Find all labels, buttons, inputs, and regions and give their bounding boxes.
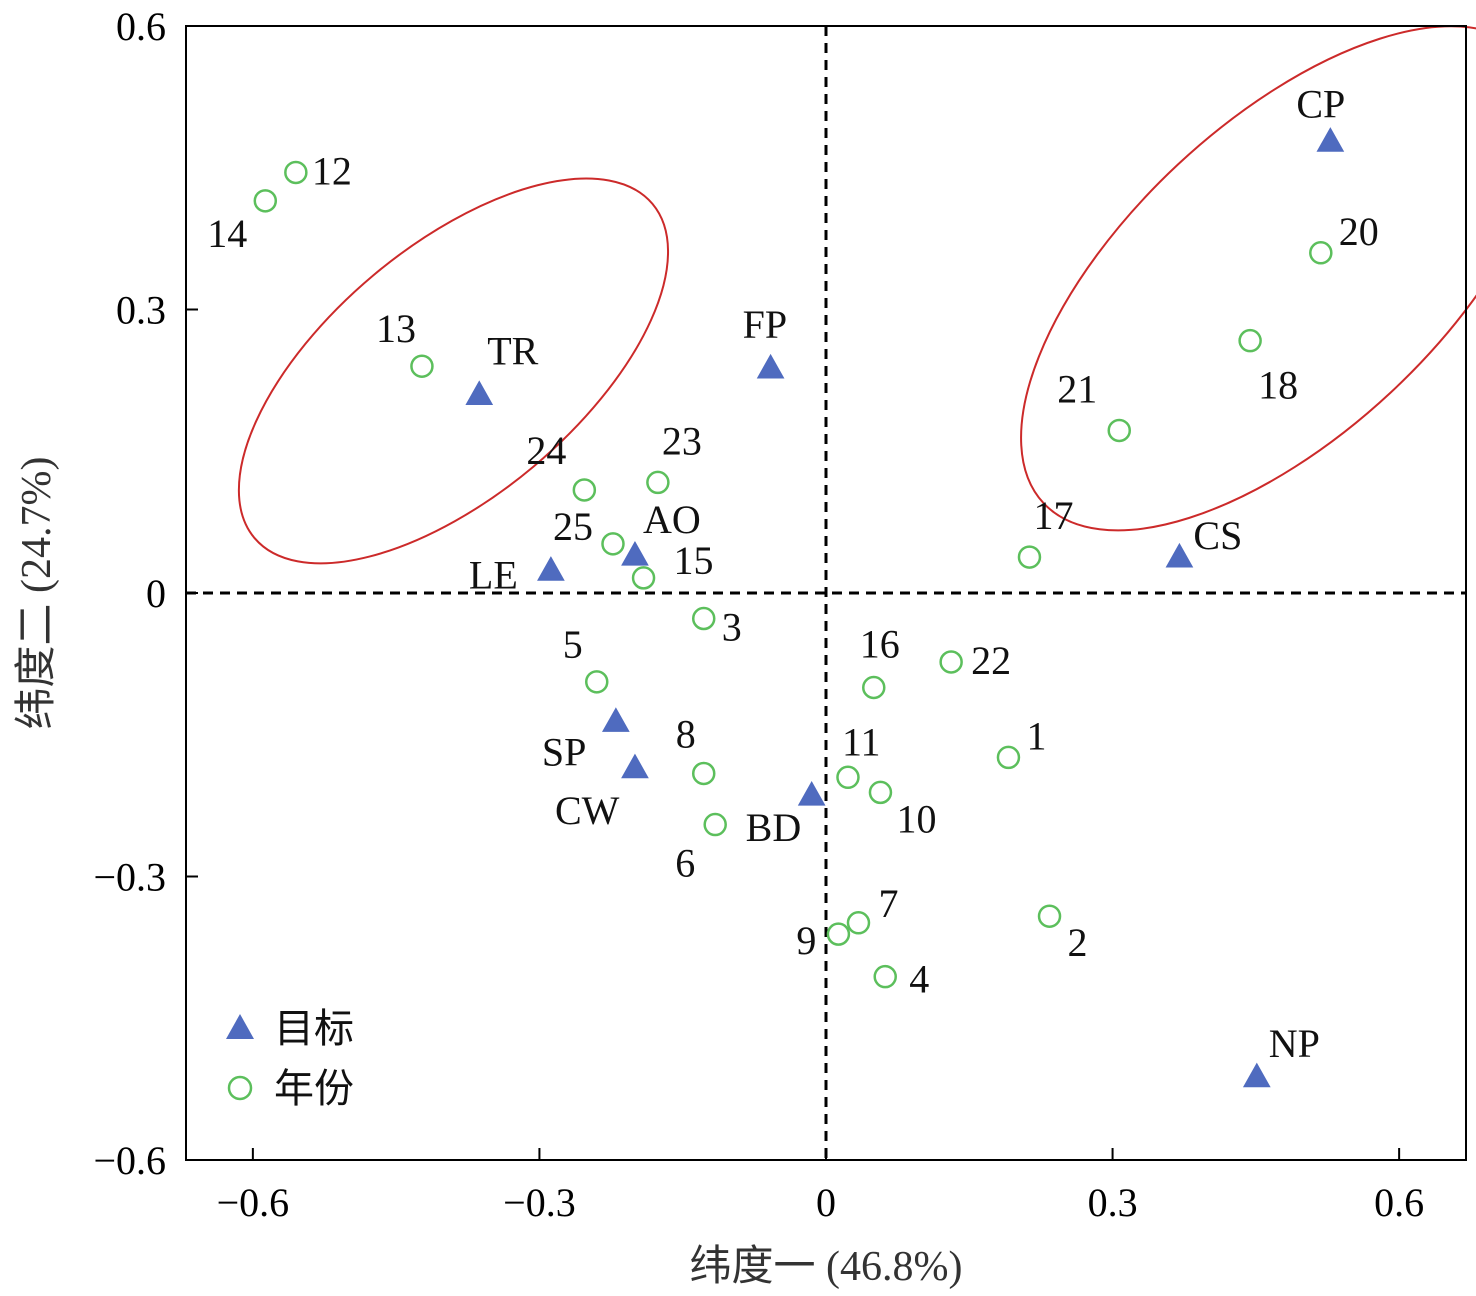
y-tick-label: −0.3 [93, 855, 166, 900]
zero-reference-lines [186, 26, 1466, 1160]
point-label-10: 10 [896, 796, 936, 841]
x-tick-label: 0 [816, 1180, 836, 1225]
x-tick-label: 0.6 [1374, 1180, 1424, 1225]
year-point-11 [836, 765, 860, 790]
point-label-9: 9 [796, 918, 816, 963]
year-point-25 [601, 532, 625, 556]
year-point-14 [253, 189, 278, 213]
point-label-12: 12 [312, 148, 352, 193]
year-point-3 [691, 606, 716, 631]
year-point-15 [631, 566, 656, 590]
point-label-15: 15 [674, 538, 714, 583]
point-label-24: 24 [526, 428, 566, 473]
year-point-20 [1309, 241, 1333, 265]
year-point-12 [284, 160, 308, 185]
axis-ticks: −0.6 −0.3 0 0.3 0.6 0.6 0.3 0 −0.3 −0.6 [93, 4, 1424, 1225]
x-tick-label: −0.3 [503, 1180, 576, 1225]
year-point-23 [646, 470, 670, 495]
target-point-fp [756, 353, 785, 379]
point-label-4: 4 [909, 957, 929, 1002]
target-point-bd [797, 781, 826, 806]
year-point-6 [703, 812, 727, 837]
point-label-ao: AO [643, 497, 701, 542]
point-label-cs: CS [1193, 513, 1242, 558]
year-point-24 [572, 478, 597, 502]
target-point-cs [1165, 542, 1194, 568]
year-point-10 [868, 780, 893, 805]
cluster-ellipse-1 [237, 177, 670, 565]
x-tick-label: −0.6 [217, 1180, 290, 1225]
point-label-tr: TR [487, 329, 538, 374]
point-label-8: 8 [676, 711, 696, 756]
x-tick-label: 0.3 [1088, 1180, 1138, 1225]
point-label-22: 22 [971, 638, 1011, 683]
point-label-2: 2 [1068, 920, 1088, 965]
point-label-17: 17 [1033, 493, 1073, 538]
year-point-8 [691, 761, 716, 786]
year-point-22 [939, 650, 963, 674]
year-point-21 [1107, 418, 1132, 443]
point-label-1: 1 [1026, 713, 1046, 758]
y-tick-label: 0 [146, 571, 166, 616]
year-point-2 [1037, 904, 1062, 928]
point-label-20: 20 [1339, 209, 1379, 254]
point-label-16: 16 [860, 622, 900, 667]
point-label-fp: FP [743, 302, 788, 347]
point-label-6: 6 [675, 841, 695, 886]
point-label-11: 11 [842, 719, 881, 764]
target-point-cp [1316, 127, 1345, 152]
point-label-cp: CP [1296, 81, 1345, 126]
x-axis-title: 纬度一 (46.8%) [690, 1244, 963, 1290]
year-point-13 [410, 354, 434, 378]
legend-label: 目标 [274, 1006, 354, 1052]
cluster-ellipse-2 [1020, 25, 1476, 532]
target-point-np [1242, 1062, 1271, 1088]
y-tick-label: 0.6 [116, 4, 166, 49]
year-point-16 [862, 675, 886, 700]
year-point-1 [996, 745, 1021, 770]
point-label-np: NP [1269, 1021, 1320, 1066]
point-label-cw: CW [555, 788, 620, 833]
target-point-le [537, 556, 565, 581]
point-label-18: 18 [1258, 363, 1298, 408]
cluster-ellipses [237, 25, 1476, 565]
y-tick-label: 0.3 [116, 288, 166, 333]
point-label-le: LE [469, 552, 518, 597]
y-tick-label: −0.6 [93, 1138, 166, 1183]
legend-circle-marker [227, 1075, 253, 1101]
year-point-5 [584, 670, 609, 694]
year-point-18 [1238, 328, 1262, 353]
year-point-7 [846, 911, 871, 935]
legend-triangle-marker [226, 1014, 254, 1039]
target-point-cw [621, 753, 649, 779]
point-label-5: 5 [563, 622, 583, 667]
point-label-25: 25 [553, 504, 593, 549]
y-axis-title: 纬度二 (24.7%) [14, 457, 60, 730]
legend-label: 年份 [274, 1066, 354, 1112]
target-point-sp [601, 707, 630, 732]
point-label-3: 3 [722, 605, 742, 650]
year-point-9 [826, 922, 851, 946]
point-label-23: 23 [662, 418, 702, 463]
point-label-bd: BD [746, 805, 802, 850]
point-label-13: 13 [376, 306, 416, 351]
target-point-tr [465, 380, 494, 405]
target-point-ao [621, 540, 649, 566]
point-label-sp: SP [542, 730, 587, 775]
year-point-17 [1017, 545, 1042, 569]
point-label-7: 7 [878, 881, 898, 926]
year-point-4 [873, 964, 897, 989]
point-label-14: 14 [207, 211, 247, 256]
point-label-21: 21 [1057, 366, 1097, 411]
